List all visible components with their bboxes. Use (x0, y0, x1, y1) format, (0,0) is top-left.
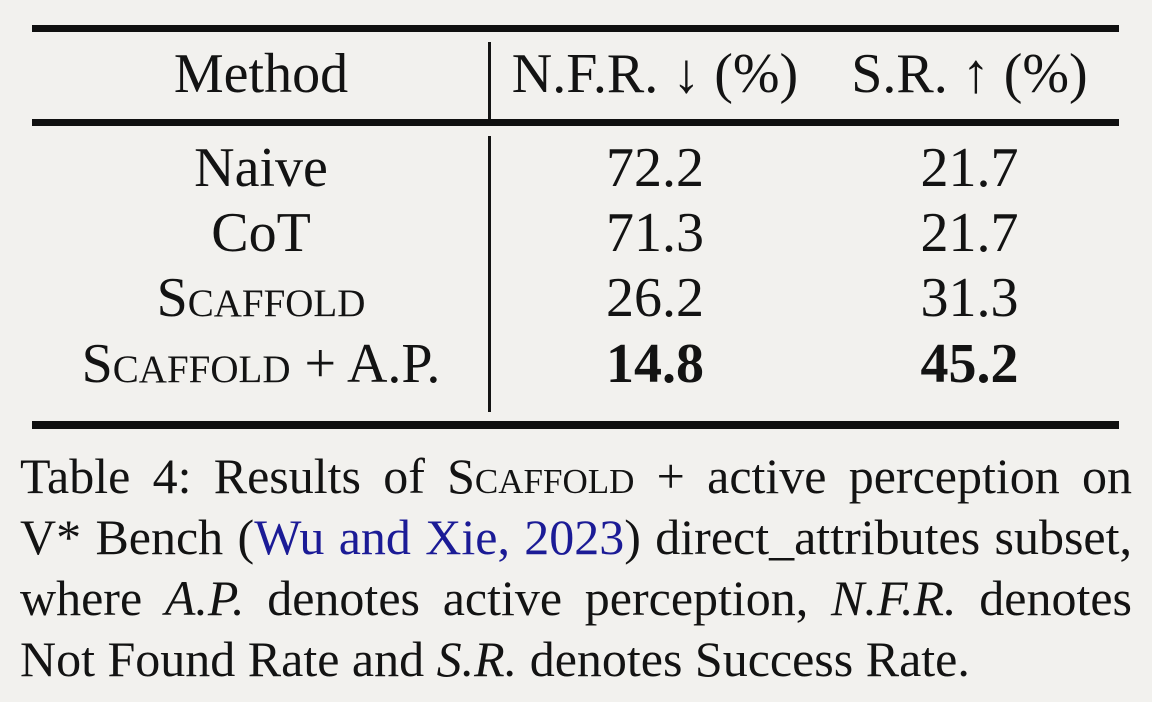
sr-cell: 31.3 (920, 267, 1019, 329)
caption-text: where (20, 570, 165, 626)
caption-line-1: Table 4: Results of Scaffold + active pe… (20, 446, 1132, 507)
nfr-cell: 26.2 (606, 267, 704, 329)
sr-abbrev: S.R. (436, 631, 518, 687)
caption-text: Table 4: Results of (20, 448, 448, 504)
caption-text: Not Found Rate and (20, 631, 437, 687)
citation-link[interactable]: Wu and Xie, 2023 (254, 509, 625, 565)
nfr-cell: 14.8 (606, 333, 704, 395)
caption-line-4: Not Found Rate and S.R. denotes Success … (20, 629, 1132, 690)
nfr-abbrev: N.F.R. (831, 570, 957, 626)
header-sr: S.R. ↑ (%) (851, 43, 1088, 105)
caption-text: denotes active perception, (244, 570, 832, 626)
table-bottom-rule (32, 421, 1119, 429)
caption-line-3: where A.P. denotes active perception, N.… (20, 568, 1132, 629)
nfr-cell: 72.2 (606, 137, 704, 199)
table-row-scaffold: Scaffold 26.2 31.3 (32, 265, 1119, 331)
table-row-scaffold-ap: Scaffold + A.P. 14.8 45.2 (32, 331, 1119, 397)
caption-text: ) direct_attributes subset, (624, 509, 1133, 565)
method-cell: Scaffold (156, 267, 366, 329)
scaffold-smallcaps: Scaffold (447, 448, 635, 504)
method-cell: CoT (211, 202, 311, 264)
caption-text: + active perception on (634, 448, 1132, 504)
table-row-naive: Naive 72.2 21.7 (32, 135, 1119, 201)
table-top-rule (32, 25, 1119, 32)
table-caption: Table 4: Results of Scaffold + active pe… (20, 446, 1132, 690)
nfr-cell: 71.3 (606, 202, 704, 264)
caption-text: denotes Success Rate. (517, 631, 970, 687)
sr-cell: 21.7 (920, 137, 1019, 199)
sr-cell: 45.2 (920, 333, 1019, 395)
caption-text: denotes (956, 570, 1132, 626)
ap-abbrev: A.P. (164, 570, 245, 626)
column-divider-header (488, 42, 491, 119)
table-header-row: Method N.F.R. ↓ (%) S.R. ↑ (%) (32, 40, 1119, 108)
caption-text: V* Bench ( (20, 509, 255, 565)
header-method: Method (173, 43, 349, 105)
method-cell: Naive (194, 137, 328, 199)
column-divider-body (488, 136, 491, 412)
sr-cell: 21.7 (920, 202, 1019, 264)
header-nfr: N.F.R. ↓ (%) (511, 43, 799, 105)
caption-line-2: V* Bench (Wu and Xie, 2023) direct_attri… (20, 507, 1132, 568)
method-cell: Scaffold + A.P. (81, 333, 441, 395)
table-mid-rule (32, 119, 1119, 126)
table-row-cot: CoT 71.3 21.7 (32, 200, 1119, 266)
